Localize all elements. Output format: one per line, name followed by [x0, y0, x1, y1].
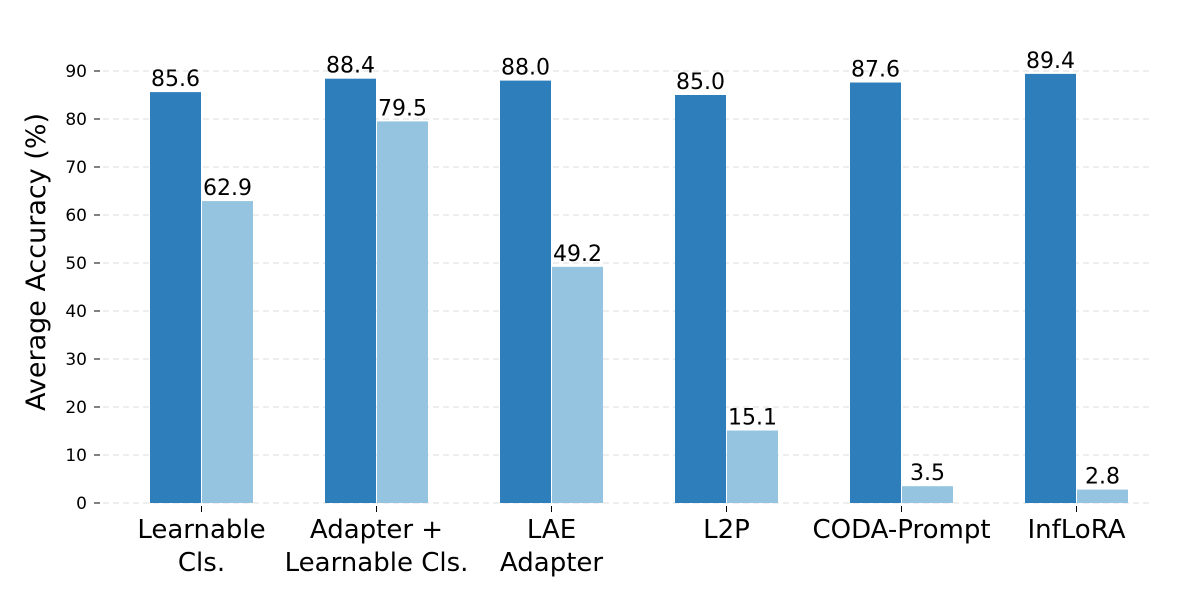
y-tick-label: 10: [65, 446, 87, 466]
data-label-series-2-2: 49.2: [553, 242, 602, 267]
data-label-series-1-2: 88.0: [501, 56, 550, 81]
y-tick-label: 80: [65, 110, 87, 130]
y-tick-label: 90: [65, 62, 87, 82]
bar-series-1-2: [500, 80, 551, 503]
y-tick-label: 30: [65, 350, 87, 370]
data-label-series-1-4: 87.6: [851, 58, 900, 83]
data-label-series-1-5: 89.4: [1026, 49, 1075, 74]
bar-series-1-3: [675, 95, 726, 503]
x-tick-label: CODA-Prompt: [812, 515, 990, 545]
bar-series-1-5: [1025, 73, 1076, 503]
bar-series-2-0: [202, 201, 253, 503]
data-label-series-2-4: 3.5: [910, 461, 945, 486]
x-tick-label-line: Learnable Cls.: [285, 548, 469, 578]
x-tick-label-line: CODA-Prompt: [812, 515, 990, 545]
bar-series-2-2: [552, 266, 603, 503]
x-tick-label: L2P: [703, 515, 750, 545]
bar-series-2-1: [377, 121, 428, 504]
data-label-series-2-3: 15.1: [728, 406, 777, 431]
data-label-series-1-0: 85.6: [151, 67, 200, 92]
x-tick-label: Learnable Cls.: [137, 515, 265, 578]
grid-lines: [103, 70, 1150, 504]
bar-series-1-4: [850, 82, 901, 504]
data-label-series-1-1: 88.4: [326, 54, 375, 79]
x-tick-label-line: Adapter: [500, 548, 603, 578]
data-label-series-1-3: 85.0: [676, 70, 725, 95]
y-tick-label: 20: [65, 398, 87, 418]
x-tick-label-line: LAE: [527, 515, 576, 545]
y-tick-label: 0: [76, 494, 87, 514]
x-tick-label: LAE Adapter: [500, 515, 603, 578]
data-labels: 85.6 88.4 88.0 85.0 87.6 89.4 62.9 79.5 49.2 15.1…: [151, 49, 1120, 490]
data-label-series-2-5: 2.8: [1085, 465, 1120, 490]
x-axis: Learnable Cls.Adapter + Learnable Cls.LAE A…: [137, 506, 1126, 578]
y-axis: 0 10 20 30 40 50 60 70 80 90: [65, 62, 100, 514]
bar-series-2-3: [727, 430, 778, 503]
bar-series-1-0: [150, 92, 201, 504]
x-tick-label-line: Learnable: [137, 515, 265, 545]
bars: [150, 73, 1128, 504]
bar-series-2-5: [1077, 489, 1128, 503]
data-label-series-2-1: 79.5: [378, 96, 427, 121]
bar-series-1-1: [325, 78, 376, 504]
y-axis-title: Average Accuracy (%): [21, 113, 52, 411]
bar-series-2-4: [902, 486, 953, 503]
x-tick-label: InfLoRA: [1027, 515, 1125, 545]
data-label-series-2-0: 62.9: [203, 176, 252, 201]
y-tick-label: 60: [65, 206, 87, 226]
y-tick-label: 40: [65, 302, 87, 322]
y-tick-label: 50: [65, 254, 87, 274]
x-tick-label: Adapter + Learnable Cls.: [285, 515, 469, 578]
x-tick-label-line: Cls.: [178, 548, 225, 578]
x-tick-label-line: InfLoRA: [1027, 515, 1125, 545]
y-tick-label: 70: [65, 158, 87, 178]
x-tick-label-line: L2P: [703, 515, 750, 545]
x-tick-label-line: Adapter +: [310, 515, 443, 545]
